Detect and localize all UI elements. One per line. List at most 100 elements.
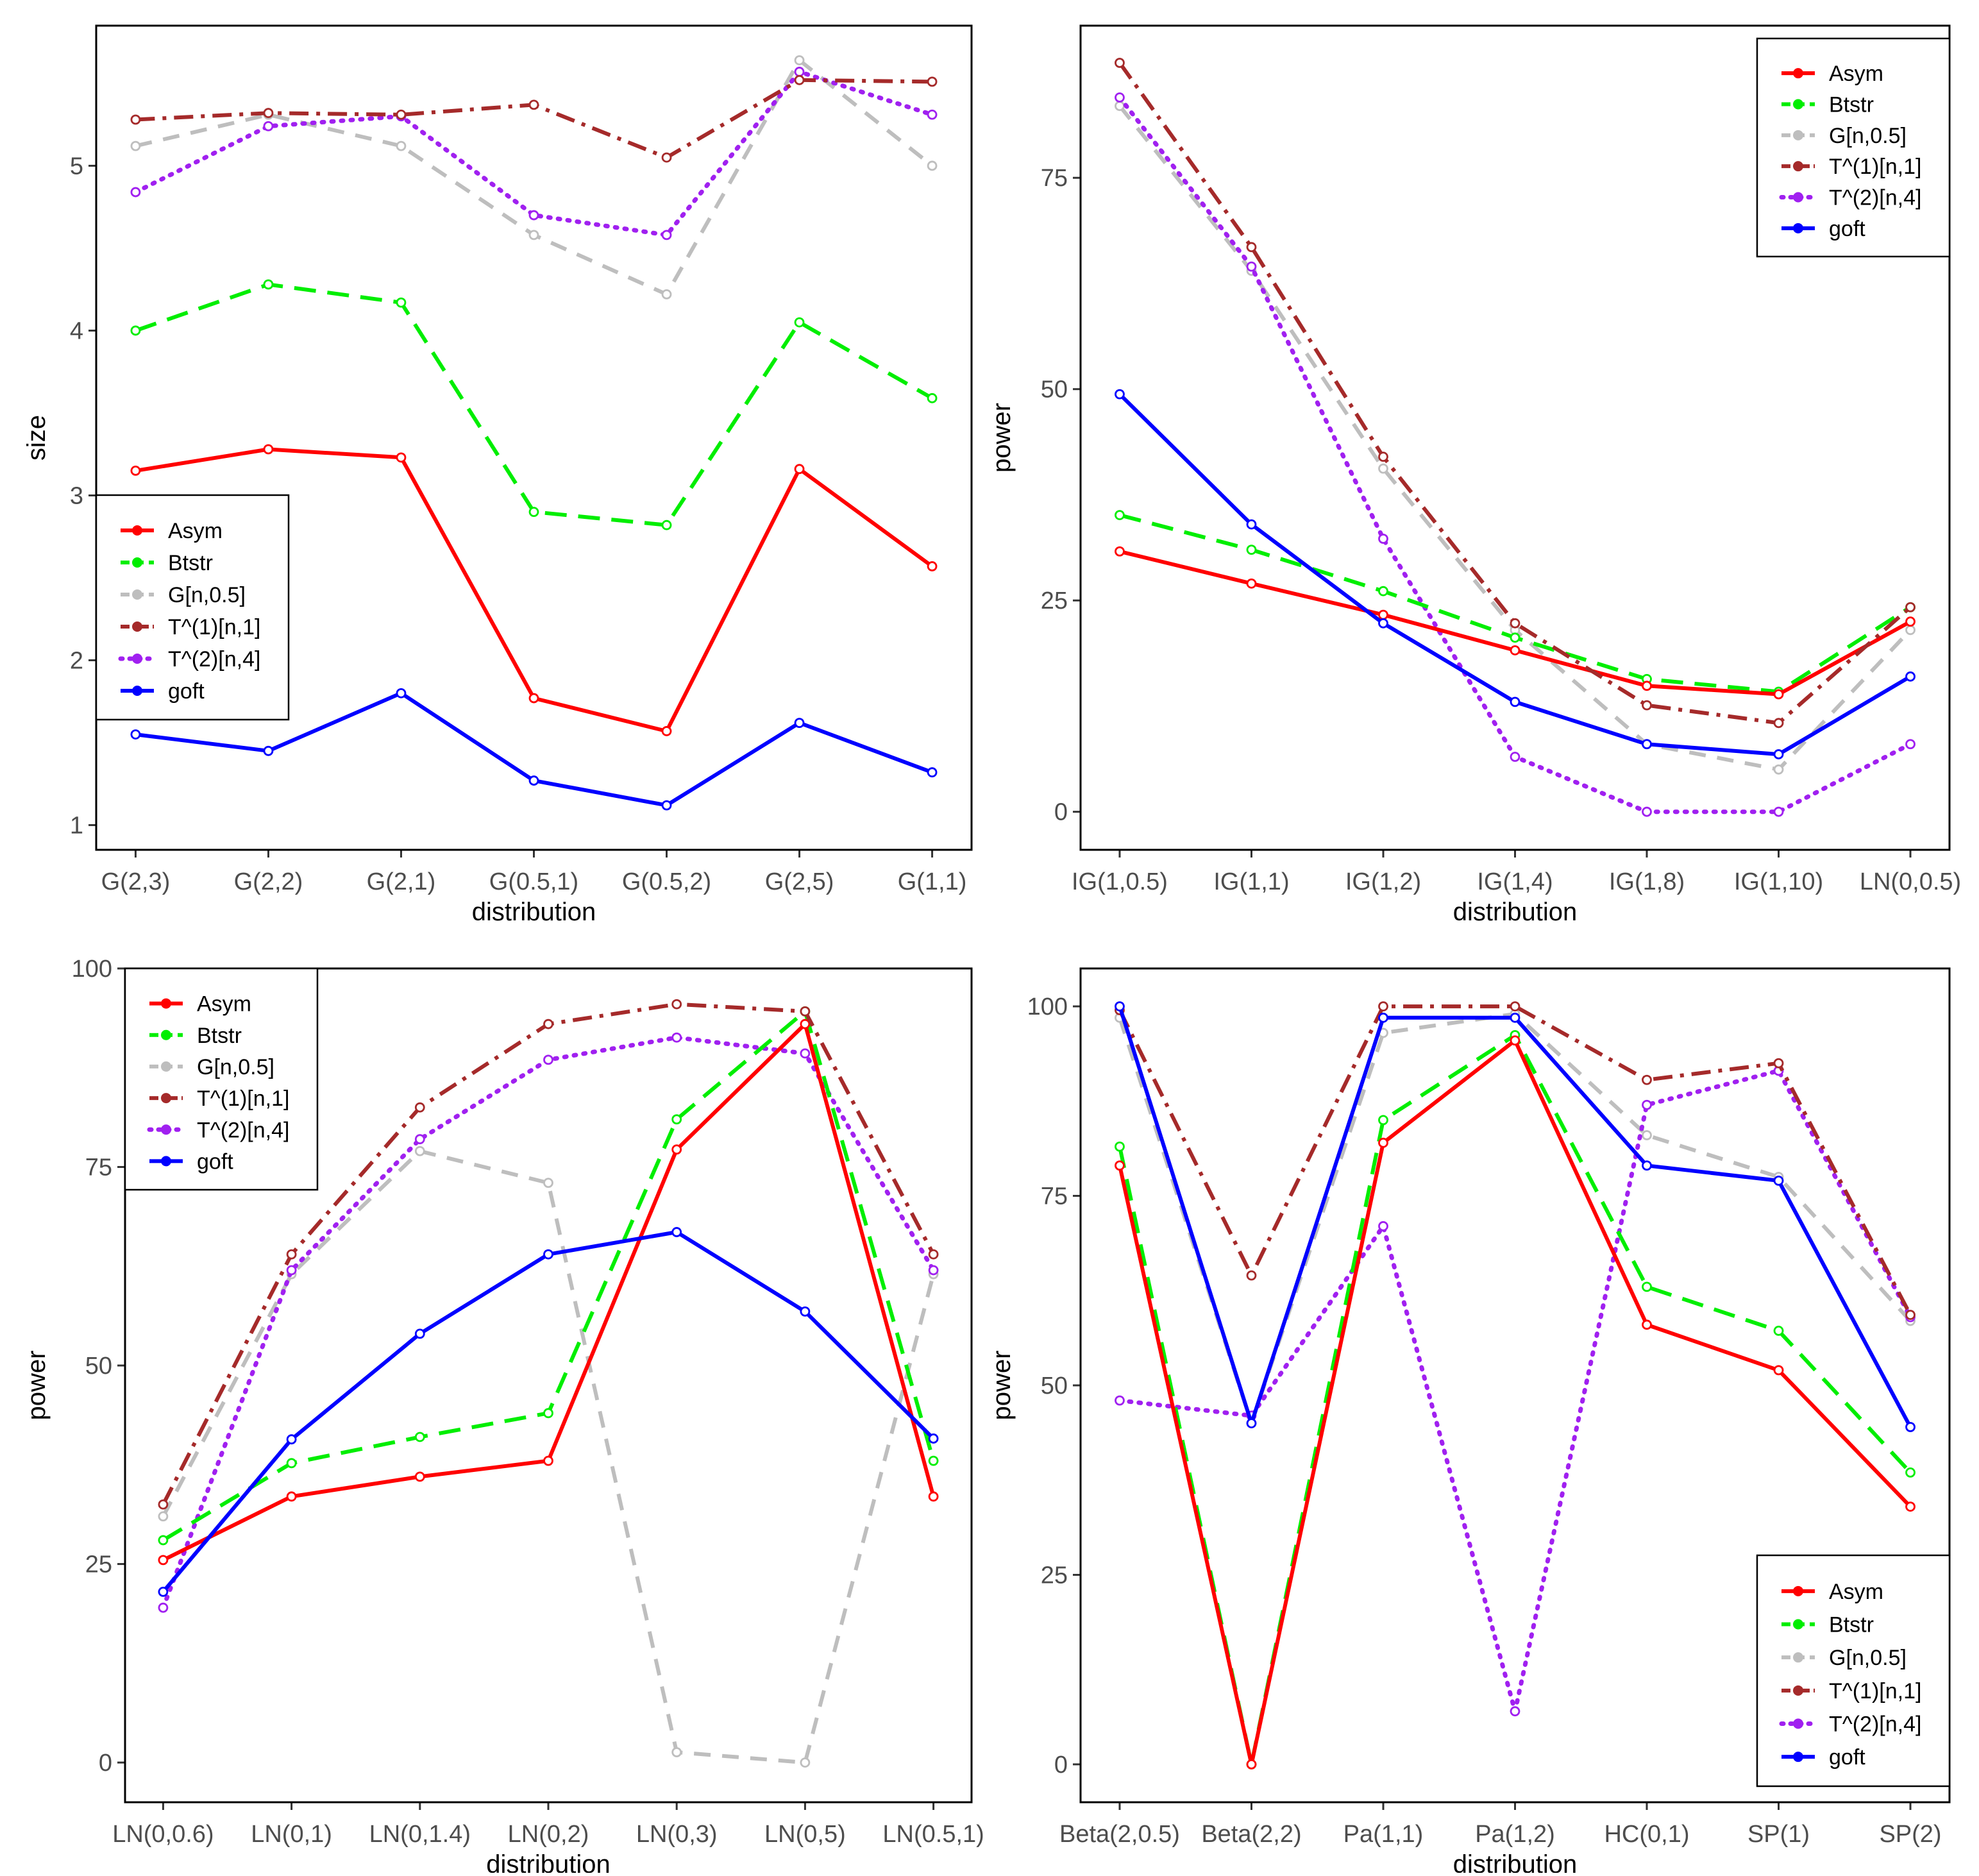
- data-point-asym: [396, 452, 407, 463]
- x-tick-label: IG(1,2): [1345, 868, 1421, 895]
- data-point-t-2-n-4: [158, 1602, 169, 1613]
- data-point-asym: [1773, 689, 1784, 700]
- data-point-t-1-n-1: [1246, 1270, 1257, 1281]
- data-point-btstr: [528, 507, 539, 518]
- series-t-2-n-4: [1115, 92, 1916, 817]
- x-tick-label: G(2,2): [234, 868, 303, 895]
- legend-label-g-n-0-5: G[n,0.5]: [1829, 124, 1907, 148]
- legend-label-g-n-0-5: G[n,0.5]: [1829, 1646, 1907, 1670]
- panel-frame: [95, 24, 973, 851]
- data-point-asym: [928, 1491, 939, 1502]
- data-point-asym: [1773, 1365, 1784, 1376]
- panel-frame: [1079, 967, 1951, 1804]
- data-point-goft: [800, 1306, 811, 1317]
- data-point-btstr: [927, 393, 938, 403]
- data-point-btstr: [1378, 586, 1388, 596]
- y-tick-label: 5: [70, 153, 83, 180]
- data-point-asym: [414, 1471, 425, 1482]
- series-goft: [130, 688, 938, 811]
- x-axis-title: distribution: [1453, 898, 1577, 926]
- data-point-asym: [1378, 1137, 1388, 1148]
- legend-marker-asym: [161, 998, 171, 1009]
- x-tick-label: IG(1,10): [1734, 868, 1823, 895]
- data-point-t-1-n-1: [414, 1102, 425, 1113]
- legend-label-asym: Asym: [197, 992, 251, 1017]
- data-point-asym: [1642, 1319, 1652, 1330]
- data-point-btstr: [158, 1535, 169, 1546]
- data-point-goft: [1773, 1176, 1784, 1186]
- data-point-t-1-n-1: [528, 99, 539, 110]
- series-t-2-n-4: [158, 1032, 939, 1613]
- x-tick-label: IG(1,0.5): [1072, 868, 1168, 895]
- y-tick-label: 2: [70, 647, 83, 674]
- y-tick-label: 75: [85, 1154, 112, 1181]
- data-point-g-n-0-5: [1773, 764, 1784, 775]
- data-point-g-n-0-5: [1642, 1130, 1652, 1140]
- y-tick-label: 3: [70, 482, 83, 509]
- data-point-t-1-n-1: [1510, 1001, 1520, 1011]
- data-point-g-n-0-5: [1115, 101, 1125, 112]
- data-point-t-2-n-4: [528, 210, 539, 221]
- x-tick-label: G(0.5,2): [622, 868, 711, 895]
- data-point-t-2-n-4: [1642, 806, 1652, 817]
- legend-label-t-2-n-4: T^(2)[n,4]: [197, 1118, 289, 1142]
- data-point-g-n-0-5: [158, 1511, 169, 1522]
- data-point-t-2-n-4: [1115, 92, 1125, 103]
- data-point-btstr: [661, 520, 672, 530]
- data-point-t-1-n-1: [1642, 700, 1652, 711]
- legend-label-g-n-0-5: G[n,0.5]: [168, 583, 246, 607]
- data-point-goft: [414, 1328, 425, 1339]
- data-point-asym: [800, 1018, 811, 1029]
- legend-label-t-2-n-4: T^(2)[n,4]: [168, 647, 260, 672]
- legend-marker-goft: [132, 686, 142, 696]
- data-point-t-1-n-1: [927, 76, 938, 87]
- x-tick-label: G(0.5,1): [489, 868, 578, 895]
- data-point-btstr: [414, 1432, 425, 1442]
- legend-label-btstr: Btstr: [1829, 1613, 1874, 1637]
- legend-marker-goft: [161, 1156, 171, 1167]
- series-asym: [1115, 546, 1916, 700]
- data-point-g-n-0-5: [1905, 625, 1916, 636]
- legend-label-t-1-n-1: T^(1)[n,1]: [1829, 155, 1921, 179]
- data-point-g-n-0-5: [927, 160, 938, 171]
- y-tick-label: 1: [70, 812, 83, 839]
- data-point-goft: [528, 775, 539, 786]
- x-tick-label: G(2,1): [367, 868, 436, 895]
- panel-4: 0 25 50 75 100 Beta(2,0.5) Beta(2,2) Pa(1,1) Pa(…: [988, 967, 1951, 1876]
- legend-marker-btstr: [132, 557, 142, 568]
- x-axis-title: distribution: [486, 1850, 610, 1873]
- legend-marker-g-n-0-5: [1793, 1652, 1803, 1663]
- x-tick-label: IG(1,8): [1609, 868, 1685, 895]
- legend: Asym Btstr G[n,0.5] T^(1)[n,1] T^(2)[n,4] gof…: [95, 494, 290, 721]
- data-point-t-2-n-4: [794, 67, 805, 77]
- data-point-asym: [927, 561, 938, 571]
- legend-marker-t-1-n-1: [1793, 161, 1803, 172]
- panel-frame: [1079, 24, 1951, 851]
- data-point-goft: [1378, 1012, 1388, 1023]
- legend-marker-t-2-n-4: [161, 1124, 171, 1135]
- x-tick-label: IG(1,1): [1213, 868, 1289, 895]
- series-goft: [1115, 1001, 1916, 1432]
- legend-marker-t-1-n-1: [132, 621, 142, 632]
- data-point-t-1-n-1: [543, 1018, 553, 1029]
- data-point-btstr: [1378, 1115, 1388, 1126]
- data-point-g-n-0-5: [1378, 463, 1388, 474]
- x-tick-label: G(1,1): [898, 868, 967, 895]
- data-point-btstr: [1115, 1141, 1125, 1152]
- legend-label-goft: goft: [197, 1149, 233, 1174]
- data-point-t-2-n-4: [1246, 261, 1257, 272]
- x-axis-title: distribution: [1453, 1850, 1577, 1873]
- data-point-t-2-n-4: [543, 1054, 553, 1065]
- data-point-g-n-0-5: [414, 1145, 425, 1156]
- data-point-asym: [130, 466, 141, 476]
- data-point-goft: [927, 767, 938, 778]
- data-point-t-1-n-1: [661, 152, 672, 163]
- series-goft: [1115, 389, 1916, 759]
- x-tick-label: LN(0,3): [636, 1821, 718, 1848]
- legend-marker-t-2-n-4: [1793, 192, 1803, 203]
- legend-marker-asym: [132, 525, 142, 536]
- legend-marker-asym: [1793, 68, 1803, 79]
- data-point-asym: [794, 464, 805, 475]
- data-point-asym: [1115, 1160, 1125, 1171]
- data-point-t-1-n-1: [928, 1249, 939, 1260]
